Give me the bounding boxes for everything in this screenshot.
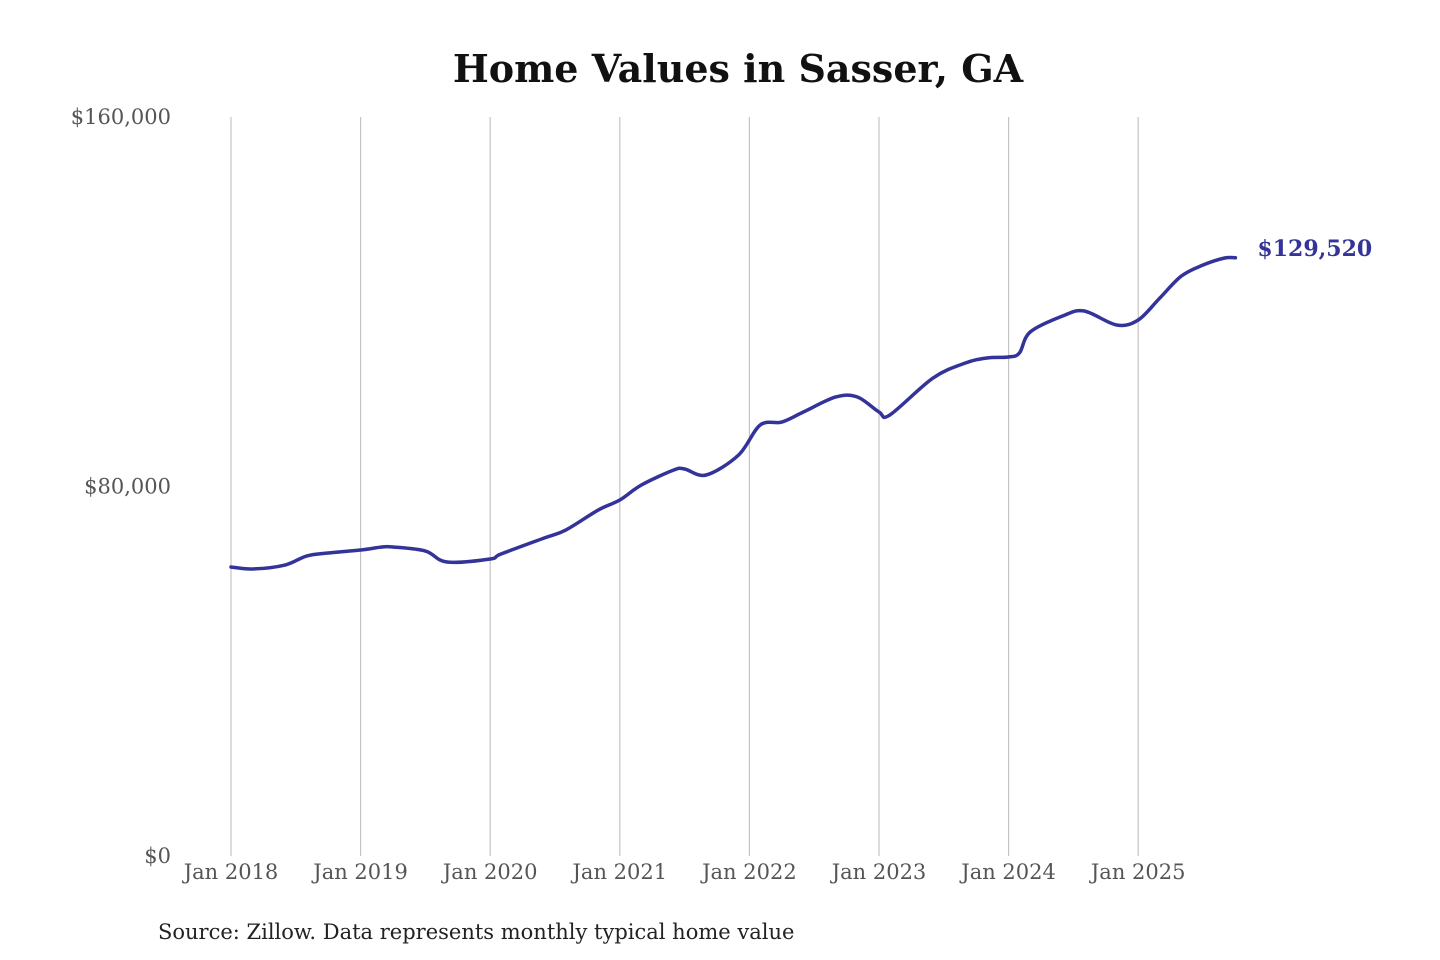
data-point — [1017, 351, 1021, 355]
series-line — [229, 255, 1238, 571]
data-point — [780, 420, 784, 424]
x-tick-label: Jan 2018 — [182, 860, 279, 884]
data-point — [737, 453, 741, 457]
data-point — [801, 410, 805, 414]
x-tick-label: Jan 2022 — [700, 860, 797, 884]
x-tick-label: Jan 2019 — [311, 860, 408, 884]
data-point — [985, 356, 989, 360]
data-point — [251, 567, 255, 571]
data-point — [445, 560, 449, 564]
data-point — [596, 508, 600, 512]
data-point — [888, 413, 892, 417]
data-point — [391, 545, 395, 549]
data-point — [1028, 330, 1032, 334]
data-point — [1061, 314, 1065, 318]
data-point — [1136, 318, 1140, 322]
data-point — [1233, 256, 1237, 260]
data-point — [499, 552, 503, 556]
data-point — [683, 467, 687, 471]
data-point — [877, 410, 881, 414]
data-point — [618, 498, 622, 502]
y-tick-label: $160,000 — [71, 105, 171, 129]
data-point — [758, 423, 762, 427]
data-point — [672, 468, 676, 472]
data-point — [380, 545, 384, 549]
x-tick-label: Jan 2023 — [830, 860, 927, 884]
y-axis: $0 $80,000 $160,000 — [71, 105, 171, 868]
data-point — [283, 563, 287, 567]
grid-lines — [230, 117, 1139, 856]
data-point — [1223, 256, 1227, 260]
chart-title: Home Values in Sasser, GA — [453, 46, 1024, 91]
data-point — [305, 554, 309, 558]
data-point — [1201, 263, 1205, 267]
data-point — [1115, 323, 1119, 327]
y-tick-label: $80,000 — [84, 475, 171, 499]
data-point — [423, 549, 427, 553]
data-point — [704, 473, 708, 477]
data-point — [488, 557, 492, 561]
source-note: Source: Zillow. Data represents monthly … — [158, 920, 794, 944]
data-point — [1158, 296, 1162, 300]
data-point — [229, 565, 233, 569]
data-point — [1007, 355, 1011, 359]
data-point — [359, 548, 363, 552]
x-tick-label: Jan 2021 — [571, 860, 668, 884]
data-points — [229, 256, 1237, 571]
x-tick-label: Jan 2020 — [441, 860, 538, 884]
data-point — [834, 395, 838, 399]
end-value-label: $129,520 — [1257, 236, 1372, 262]
data-point — [326, 551, 330, 555]
x-tick-label: Jan 2025 — [1089, 860, 1186, 884]
x-axis: Jan 2018 Jan 2019 Jan 2020 Jan 2021 Jan 2022… — [182, 860, 1186, 884]
data-point — [564, 528, 568, 532]
data-point — [855, 395, 859, 399]
data-point — [963, 361, 967, 365]
data-point — [1179, 274, 1183, 278]
data-point — [542, 536, 546, 540]
y-tick-label: $0 — [144, 844, 171, 868]
data-point — [639, 483, 643, 487]
data-point — [1082, 309, 1086, 313]
data-point — [931, 376, 935, 380]
x-tick-label: Jan 2024 — [959, 860, 1056, 884]
